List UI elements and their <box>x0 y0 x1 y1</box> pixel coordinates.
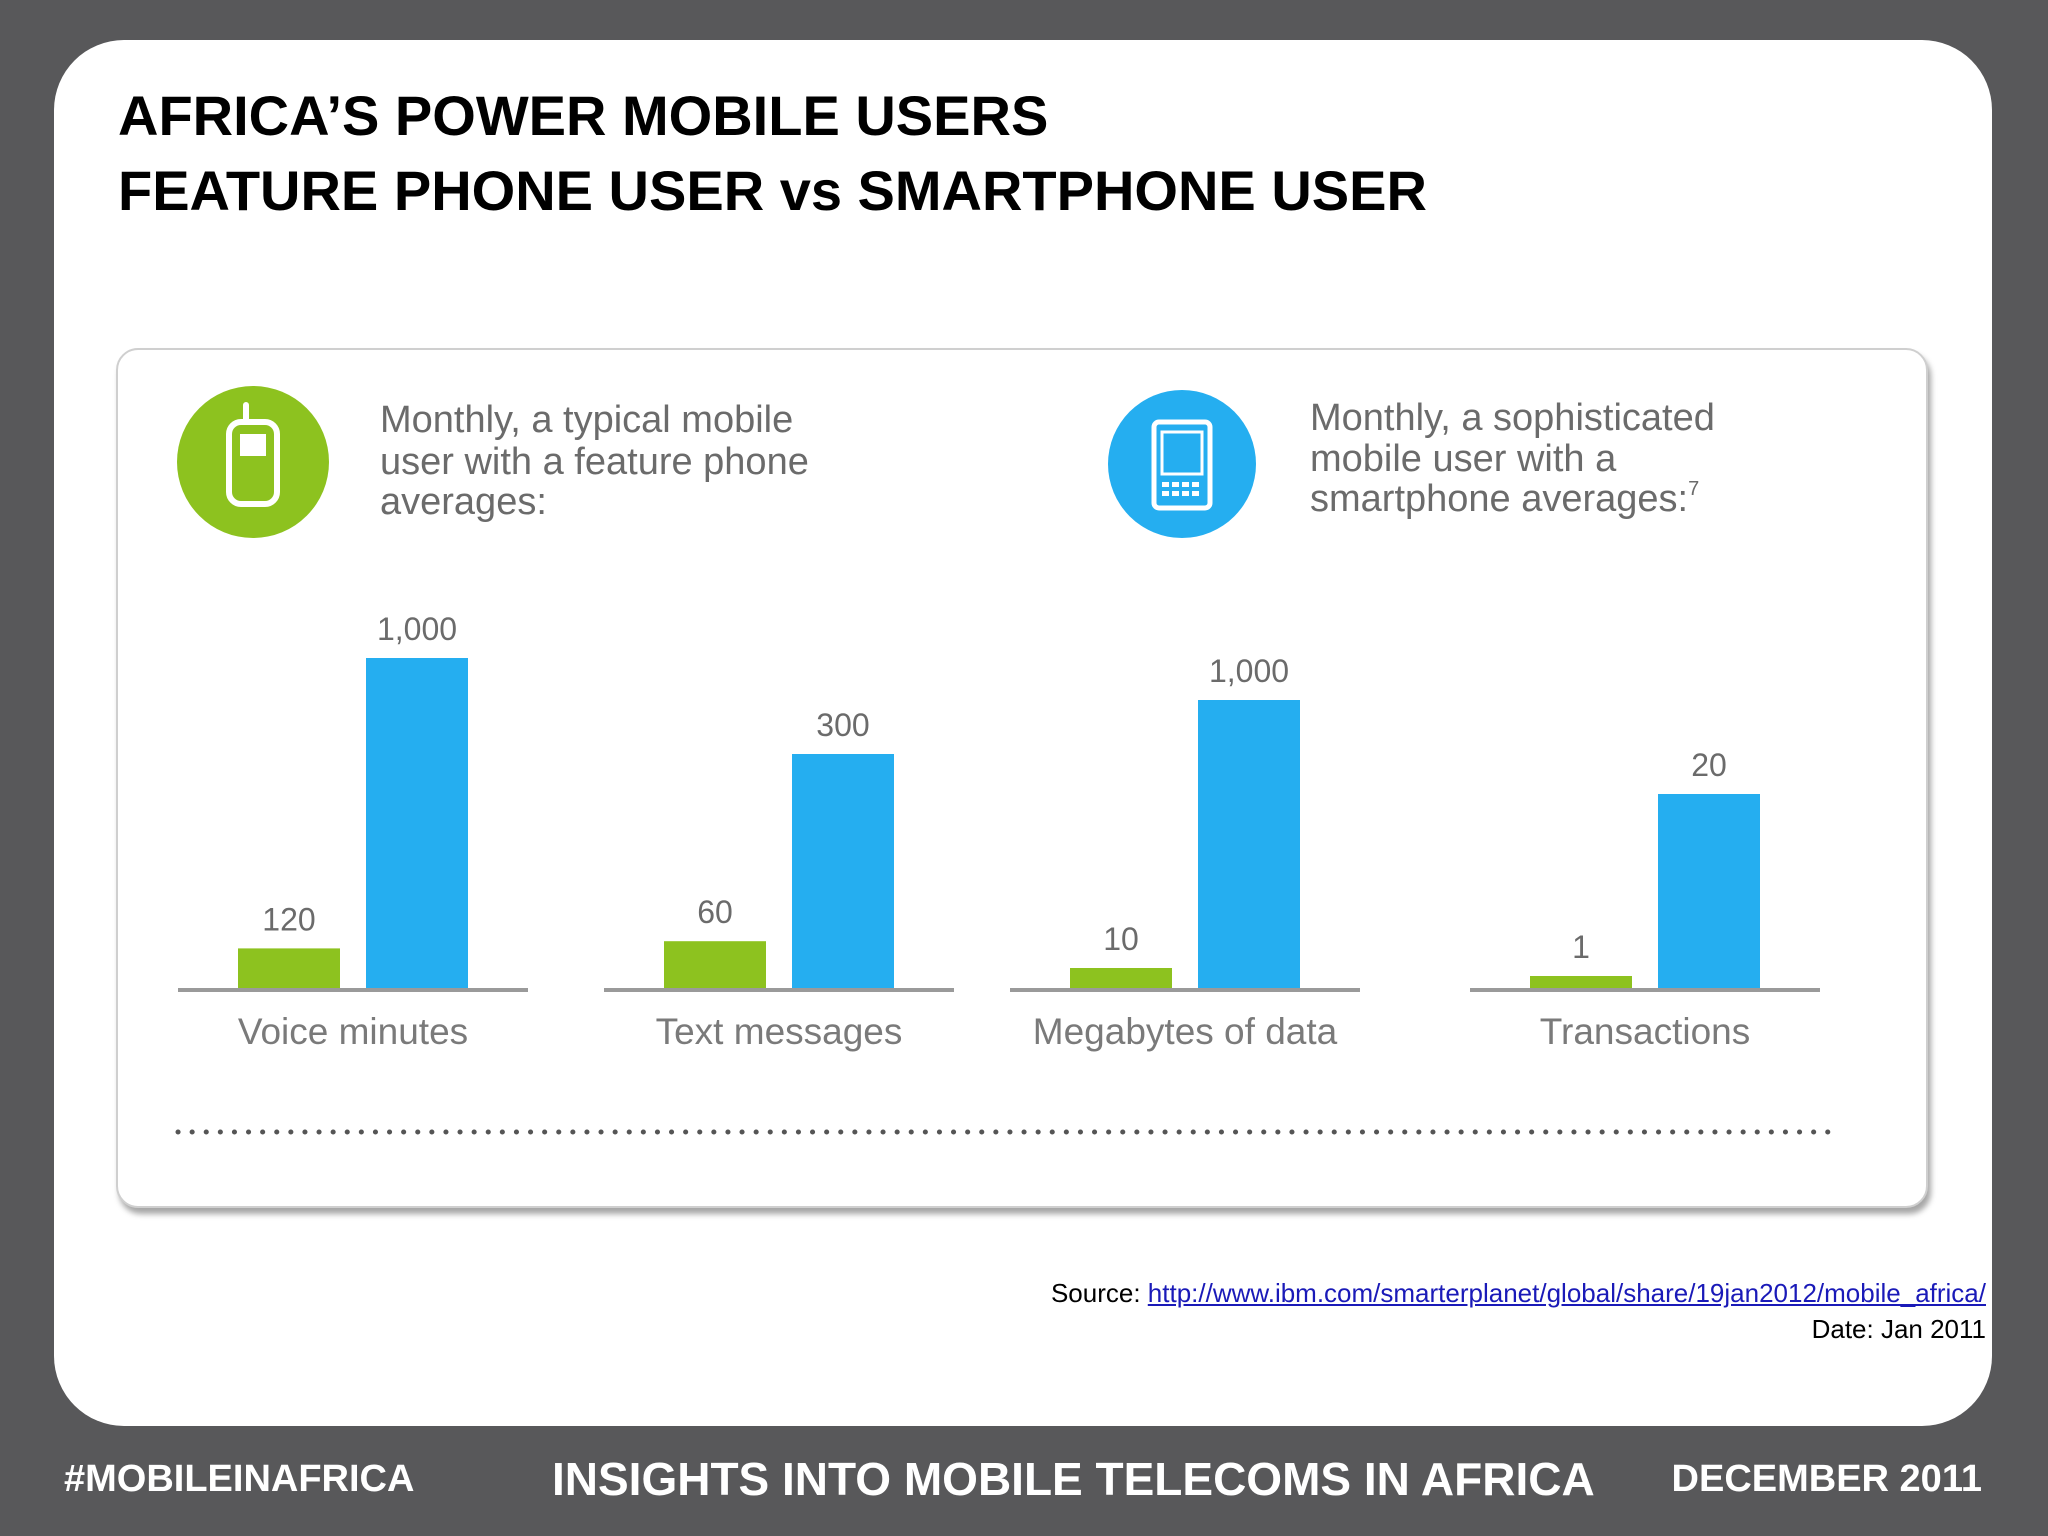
smart-bar <box>792 754 894 988</box>
category-label: Megabytes of data <box>1033 1011 1338 1052</box>
feature-bar-value-label: 10 <box>1103 921 1139 957</box>
feature-phone-icon <box>177 386 329 538</box>
category-label: Text messages <box>656 1011 903 1052</box>
smart-bar-value-label: 1,000 <box>377 611 457 647</box>
smart-bar <box>1658 794 1760 988</box>
smart-heading-line-2: mobile user with a <box>1310 438 1617 480</box>
smart-bar-value-label: 20 <box>1691 747 1727 783</box>
feature-heading-line-1: Monthly, a typical mobile <box>380 399 793 441</box>
source-label: Source: <box>1050 1278 1148 1308</box>
feature-bar-value-label: 60 <box>697 894 733 930</box>
smart-bar <box>366 658 468 988</box>
comparison-chart: Monthly, a typical mobile user with a fe… <box>175 386 1831 1135</box>
title-line-1: AFRICA’S POWER MOBILE USERS <box>118 84 1049 147</box>
feature-bar <box>238 948 340 988</box>
feature-bar-value-label: 1 <box>1572 929 1590 965</box>
title-line-2: FEATURE PHONE USER vs SMARTPHONE USER <box>118 159 1427 222</box>
feature-bar <box>664 941 766 988</box>
footnote-marker: 7 <box>1688 478 1699 500</box>
feature-bar <box>1070 968 1172 988</box>
smartphone-icon <box>1108 390 1256 538</box>
infographic-panel: Monthly, a typical mobile user with a fe… <box>116 348 1928 1208</box>
smart-heading-line-1: Monthly, a sophisticated <box>1310 397 1715 439</box>
footer-date: DECEMBER 2011 <box>1671 1458 1982 1500</box>
smart-heading-line-3-wrap: smartphone averages:7 <box>1310 478 1699 520</box>
footer-hashtag: #MOBILEINAFRICA <box>64 1458 415 1500</box>
smart-bar <box>1198 700 1300 988</box>
smart-bar-value-label: 300 <box>816 707 869 743</box>
feature-heading-line-2: user with a feature phone <box>380 441 809 483</box>
category-label: Transactions <box>1540 1011 1750 1052</box>
category-label: Voice minutes <box>238 1011 468 1052</box>
smart-heading-line-3: smartphone averages: <box>1310 478 1688 520</box>
source-link[interactable]: http://www.ibm.com/smarterplanet/global/… <box>1147 1278 1986 1308</box>
source-date: Date: Jan 2011 <box>1811 1314 1986 1344</box>
slide-title: AFRICA’S POWER MOBILE USERS FEATURE PHON… <box>118 78 1427 228</box>
footer-title: INSIGHTS INTO MOBILE TELECOMS IN AFRICA <box>552 1453 1595 1505</box>
feature-bar-value-label: 120 <box>262 901 315 937</box>
feature-bar <box>1530 976 1632 988</box>
smart-bar-value-label: 1,000 <box>1209 653 1289 689</box>
source-line: Source: http://www.ibm.com/smarterplanet… <box>1051 1278 1986 1309</box>
feature-heading-line-3: averages: <box>380 481 547 523</box>
